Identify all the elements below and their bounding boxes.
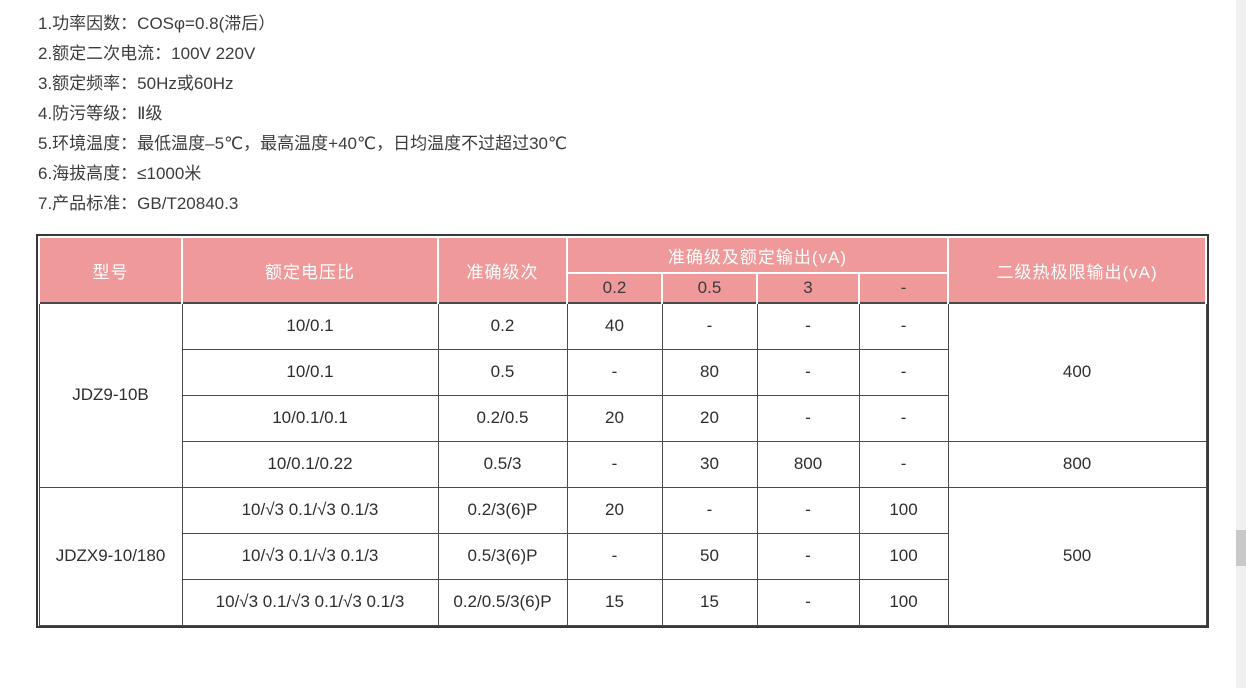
spec-note: 4.防污等级：Ⅱ级 <box>38 104 163 123</box>
thermal-cell: 400 <box>947 302 1207 442</box>
table-row: 10/0.1 0.5-80- - <box>39 348 1206 396</box>
output-cell: 100 <box>858 532 949 580</box>
output-cell: 100 <box>858 486 949 534</box>
output-cell: - <box>661 486 758 534</box>
output-cell: - <box>858 302 949 350</box>
header-subcol-3: 3 <box>756 272 860 303</box>
header-row-main: 型号 额定电压比 准确级次 准确级及额定输出(vA) 二级热极限输出(vA) <box>38 236 1208 303</box>
spec-note: 2.额定二次电流：100V 220V <box>38 44 256 63</box>
ratio-cell: 10/0.1/0.22 <box>181 440 439 488</box>
output-cell: 30 <box>661 440 758 488</box>
output-cell: - <box>566 440 663 488</box>
accuracy-cell: 0.5/3 <box>437 440 568 488</box>
spec-note: 5.环境温度：最低温度–5℃，最高温度+40℃，日均温度不过超过30℃ <box>38 134 568 153</box>
output-cell: 15 <box>566 578 663 626</box>
ratio-cell: 10/0.1 <box>181 302 439 350</box>
output-cell: 20 <box>566 486 663 534</box>
spec-note: 3.额定频率：50Hz或60Hz <box>38 74 234 93</box>
output-cell: - <box>858 348 949 396</box>
output-cell: 20 <box>661 394 758 442</box>
ratio-cell: 10/0.1/0.1 <box>181 394 439 442</box>
header-subcol-dash: - <box>857 272 950 303</box>
header-model: 型号 <box>38 236 183 303</box>
ratio-cell: 10/√3 0.1/√3 0.1/3 <box>181 532 439 580</box>
spec-note: 7.产品标准：GB/T20840.3 <box>38 194 239 213</box>
header-thermal-limit: 二级热极限输出(vA) <box>947 236 1208 303</box>
model-cell: JDZX9-10/180 <box>38 486 183 626</box>
header-subcol-0.2: 0.2 <box>566 272 663 303</box>
accuracy-cell: 0.2/3(6)P <box>437 486 568 534</box>
vertical-scrollbar-track[interactable] <box>1236 0 1246 688</box>
output-cell: - <box>756 532 860 580</box>
spec-table-head: 型号 额定电压比 准确级次 准确级及额定输出(vA) 二级热极限输出(vA) 0… <box>38 236 1208 303</box>
header-row-sub: 0.2 0.5 3 - <box>39 272 1206 303</box>
header-subcol-0.5: 0.5 <box>661 272 758 303</box>
output-cell: - <box>756 486 860 534</box>
accuracy-cell: 0.2 <box>437 302 568 350</box>
output-cell: - <box>858 440 949 488</box>
output-cell: 50 <box>661 532 758 580</box>
table-row: JDZX9-10/180 10/√3 0.1/√3 0.1/3 0.2/3(6)P 2… <box>38 486 1207 626</box>
output-cell: - <box>756 394 860 442</box>
ratio-cell: 10/0.1 <box>181 348 439 396</box>
vertical-scrollbar-thumb[interactable] <box>1236 530 1246 566</box>
spec-table-wrapper: 型号 额定电压比 准确级次 准确级及额定输出(vA) 二级热极限输出(vA) 0… <box>36 234 1210 628</box>
output-cell: 800 <box>756 440 860 488</box>
accuracy-cell: 0.5/3(6)P <box>437 532 568 580</box>
accuracy-cell: 0.2/0.5/3(6)P <box>437 578 568 626</box>
spec-note: 6.海拔高度：≤1000米 <box>38 164 202 183</box>
table-row: 10/√3 0.1/√3 0.1/√3 0.1/3 0.2/0.5/3(6)P 15… <box>39 578 1206 626</box>
output-cell: 80 <box>661 348 758 396</box>
output-cell: 40 <box>566 302 663 350</box>
output-cell: - <box>566 532 663 580</box>
header-output-group: 准确级及额定输出(vA) <box>565 236 950 273</box>
accuracy-cell: 0.2/0.5 <box>437 394 568 442</box>
output-cell: 15 <box>661 578 758 626</box>
output-cell: - <box>756 578 860 626</box>
spec-table-body: JDZ9-10B 10/0.1 0.2 40- - -400 10/0.1 0.5-80- -1… <box>38 302 1207 626</box>
table-row: JDZ9-10B 10/0.1 0.2 40- - -400 <box>38 302 1207 488</box>
output-cell: - <box>858 394 949 442</box>
table-row: 10/0.1/0.1 0.2/0.5 20 20- - <box>39 394 1206 442</box>
output-cell: - <box>661 302 758 350</box>
spec-note: 1.功率因数：COSφ=0.8(滞后） <box>38 14 276 33</box>
table-row: 10/√3 0.1/√3 0.1/3 0.5/3(6)P -50-100 <box>39 532 1206 580</box>
ratio-cell: 10/√3 0.1/√3 0.1/3 <box>181 486 439 534</box>
output-cell: - <box>756 302 860 350</box>
header-accuracy-class: 准确级次 <box>437 236 568 303</box>
spec-notes-list: 1.功率因数：COSφ=0.8(滞后） 2.额定二次电流：100V 220V 3… <box>38 9 567 219</box>
ratio-cell: 10/√3 0.1/√3 0.1/√3 0.1/3 <box>181 578 439 626</box>
output-cell: - <box>566 348 663 396</box>
header-voltage-ratio: 额定电压比 <box>181 236 439 303</box>
output-cell: - <box>756 348 860 396</box>
output-cell: 100 <box>858 578 949 626</box>
thermal-cell: 800 <box>947 440 1207 488</box>
output-cell: 20 <box>566 394 663 442</box>
table-row: 10/0.1/0.22 0.5/3-30 800-800 <box>39 440 1207 488</box>
accuracy-cell: 0.5 <box>437 348 568 396</box>
model-cell: JDZ9-10B <box>38 302 183 488</box>
thermal-cell: 500 <box>947 486 1207 626</box>
spec-table: 型号 额定电压比 准确级次 准确级及额定输出(vA) 二级热极限输出(vA) 0… <box>38 236 1208 626</box>
